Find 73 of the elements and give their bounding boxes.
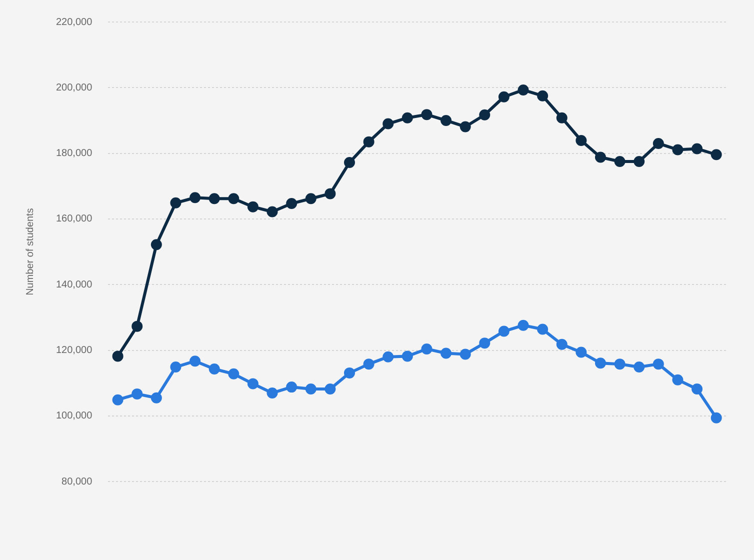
point [556, 112, 568, 124]
point [421, 343, 432, 354]
y-tick-label: 120,000 [56, 345, 93, 356]
point [247, 201, 258, 212]
point [344, 367, 355, 378]
point [576, 135, 587, 146]
point [305, 193, 316, 204]
point [208, 193, 220, 204]
point [652, 358, 664, 370]
point [150, 392, 162, 404]
point [228, 193, 240, 204]
point [460, 348, 471, 360]
point [305, 384, 316, 395]
point [576, 346, 587, 358]
y-tick-label: 180,000 [56, 148, 93, 160]
point [286, 382, 298, 393]
point [537, 90, 548, 102]
point [363, 136, 374, 148]
point [556, 338, 568, 350]
point [170, 197, 182, 208]
point [479, 109, 490, 120]
point [421, 109, 432, 120]
point [710, 149, 722, 160]
point [672, 374, 684, 386]
point [402, 112, 413, 124]
point [652, 138, 664, 149]
point [344, 157, 355, 168]
point [382, 351, 394, 362]
y-tick-label: 200,000 [56, 82, 93, 94]
point [190, 192, 201, 204]
point [402, 350, 413, 362]
point [537, 324, 548, 335]
point [247, 378, 258, 390]
point [634, 362, 645, 373]
point [190, 356, 201, 367]
point [498, 326, 510, 337]
point [518, 320, 529, 331]
point [518, 84, 529, 96]
point [112, 394, 124, 406]
y-tick-label: 160,000 [56, 214, 93, 225]
point [692, 384, 703, 395]
point [614, 358, 626, 370]
point [170, 362, 182, 373]
y-axis-title: Number of students [24, 208, 36, 296]
point [324, 188, 336, 200]
point [228, 368, 240, 380]
point [460, 121, 471, 132]
point [150, 239, 162, 250]
point [266, 387, 278, 398]
y-tick-label: 220,000 [56, 16, 93, 28]
point [132, 320, 143, 332]
point [440, 114, 452, 126]
point [440, 348, 452, 359]
point [498, 91, 510, 102]
point [382, 118, 394, 130]
point [363, 358, 374, 370]
y-tick-label: 140,000 [56, 279, 93, 290]
y-tick-label: 100,000 [56, 410, 93, 422]
point [614, 156, 626, 168]
point [132, 388, 143, 400]
point [479, 338, 490, 349]
point [595, 358, 606, 369]
point [672, 144, 684, 156]
point [710, 412, 722, 424]
point [112, 350, 124, 362]
point [692, 143, 703, 154]
y-tick-label: 80,000 [62, 476, 93, 488]
point [324, 384, 336, 395]
point [266, 206, 278, 218]
point [595, 152, 606, 163]
point [634, 156, 645, 168]
point [286, 198, 298, 210]
point [208, 364, 220, 374]
